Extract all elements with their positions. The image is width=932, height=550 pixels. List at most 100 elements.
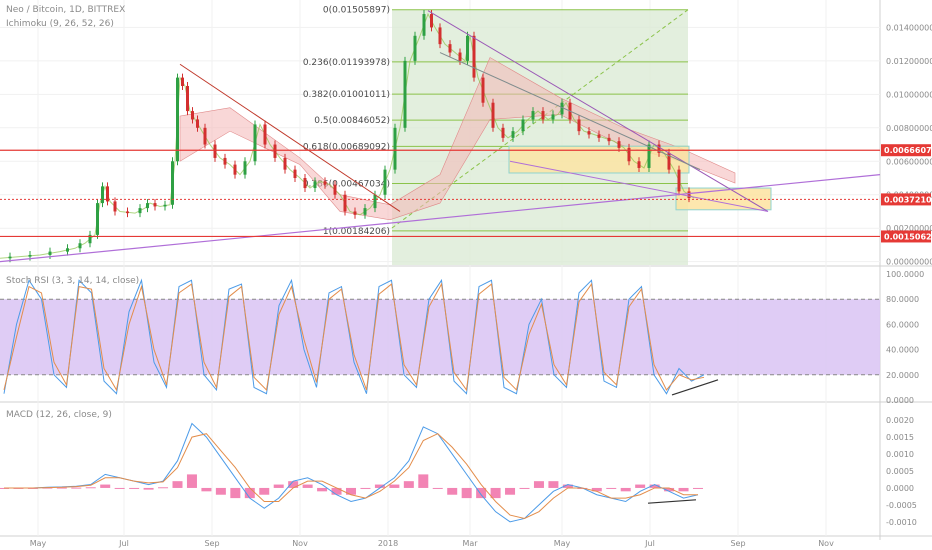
candle-body (383, 169, 387, 195)
candle-body (186, 85, 189, 112)
macd-histogram-bar (606, 487, 617, 489)
macd-histogram-bar (186, 474, 197, 488)
macd-histogram-bar (158, 487, 169, 489)
candle-body (66, 248, 69, 252)
time-axis-label: Jul (644, 539, 655, 548)
macd-histogram-bar (490, 487, 501, 499)
macd-histogram-bar (71, 487, 82, 489)
candle-body (617, 141, 621, 148)
fib-level-label: 0.618(0.00689092) (303, 142, 390, 152)
macd-histogram-bar (85, 487, 96, 489)
candle-body (491, 102, 495, 128)
price-pane[interactable]: 0(0.01505897) 0.236(0.01193978) 0.382(0.01… (0, 6, 881, 266)
candle-body (263, 124, 267, 145)
candle-body (323, 181, 327, 185)
candle-body (146, 203, 149, 209)
macd-axis-label: 0.0015 (886, 433, 914, 442)
price-tag-label: 0.00372104 (884, 195, 932, 204)
candle-body (138, 208, 142, 214)
macd-histogram-bar (432, 487, 443, 489)
stoch-band (0, 299, 880, 375)
macd-histogram-bar (548, 481, 559, 488)
candle-body (466, 35, 469, 61)
macd-histogram-bar (143, 487, 154, 490)
macd-histogram-bar (129, 487, 140, 489)
price-axis-label: 0.01400000 (886, 23, 932, 32)
candle-body (472, 35, 476, 78)
candle-body (8, 256, 12, 259)
macd-histogram-bar (331, 487, 342, 495)
candle-body (422, 14, 426, 36)
candle-body (458, 52, 462, 61)
macd-histogram-bar (591, 487, 602, 492)
price-axis-label: 0.01200000 (886, 57, 932, 66)
time-axis-label: Nov (292, 539, 308, 548)
macd-histogram-bar (302, 484, 313, 488)
candle-body (353, 211, 357, 215)
candle-body (96, 203, 99, 235)
fib-diagonal (391, 9, 689, 229)
fib-level-label: 0.382(0.01001011) (303, 90, 390, 100)
candle-body (196, 119, 199, 128)
macd-axis-label: 0.0000 (886, 484, 914, 493)
macd-histogram-bar (664, 487, 675, 492)
candle-body (171, 161, 174, 205)
descending-trendline (179, 63, 401, 212)
candle-body (48, 251, 52, 255)
candle-body (587, 131, 591, 135)
candle-body (667, 152, 671, 170)
macd-histogram-bar (461, 487, 472, 499)
candle-body (113, 201, 117, 212)
candle-body (223, 157, 227, 165)
macd-histogram-bar (476, 487, 487, 499)
fib-level-label: 0.786(0.00467034) (303, 180, 390, 190)
ichimoku-cloud (179, 57, 736, 221)
candle-body (163, 204, 167, 207)
candle-body (106, 186, 109, 202)
macd-histogram-bar (230, 487, 241, 499)
macd-histogram-bar (288, 481, 299, 488)
stoch-rsi-pane[interactable] (0, 278, 880, 396)
candle-body (647, 144, 651, 168)
ichimoku-lagging-span (0, 12, 695, 259)
candle-body (283, 157, 287, 170)
time-axis-label: May (554, 539, 571, 548)
macd-histogram-bar (620, 487, 631, 492)
macd-histogram-bar (273, 484, 284, 488)
price-axis-label: 0.00800000 (886, 124, 932, 133)
candle-body (438, 27, 442, 45)
macd-axis-label: 0.0010 (886, 450, 914, 459)
candle-body (333, 184, 337, 195)
candle-body (511, 131, 515, 138)
stoch-series-line (3, 282, 705, 392)
time-axis[interactable]: May Jul Sep Nov 2018 Mar May Jul Sep Nov (30, 539, 834, 548)
price-axis[interactable]: 0.01400000 0.01200000 0.01000000 0.00800000… (881, 23, 932, 527)
macd-histogram-bar (635, 484, 646, 488)
time-axis-label: 2018 (378, 539, 398, 548)
candle-body (203, 127, 207, 145)
price-axis-label: 0.01000000 (886, 90, 932, 99)
candle-body (577, 119, 581, 132)
fib-level-label: 1(0.00184206) (323, 227, 390, 237)
candle-body (126, 211, 129, 214)
candle-body (430, 14, 433, 28)
macd-histogram-bar (244, 487, 255, 499)
macd-histogram-bar (374, 484, 385, 488)
macd-histogram-bar (505, 487, 516, 495)
stoch-axis-label: 0.0000 (886, 396, 914, 405)
macd-histogram-bar (533, 481, 544, 488)
price-tag-label: 0.00666071 (884, 146, 932, 155)
time-axis-label: Sep (730, 539, 745, 548)
candle-body (191, 111, 194, 120)
macd-histogram-bar (519, 487, 530, 489)
time-axis-label: Sep (204, 539, 219, 548)
macd-axis-label: 0.0005 (886, 467, 914, 476)
candle-body (657, 144, 661, 153)
candle-body (303, 178, 307, 189)
macd-pane[interactable] (0, 422, 703, 523)
macd-histogram-bar (346, 487, 356, 495)
candle-body (501, 127, 505, 138)
ichimoku-legend: Ichimoku (9, 26, 52, 26) (6, 19, 114, 29)
macd-histogram-bar (114, 487, 125, 489)
